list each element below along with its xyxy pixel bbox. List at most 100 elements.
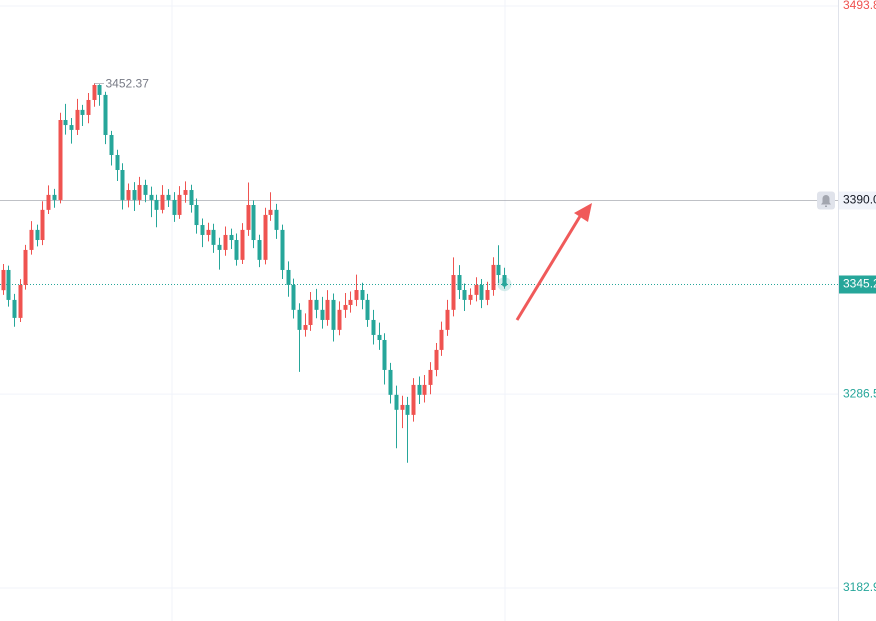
candle-body bbox=[200, 225, 205, 235]
candle-body bbox=[126, 190, 131, 200]
candle-body bbox=[400, 404, 405, 410]
candle-body bbox=[154, 199, 159, 210]
candle-body bbox=[234, 240, 239, 260]
candle-body bbox=[97, 84, 102, 95]
candle-body bbox=[206, 229, 211, 235]
candle-body bbox=[303, 325, 308, 330]
candle-body bbox=[422, 384, 427, 395]
candle-body bbox=[109, 134, 114, 156]
candle-body bbox=[382, 339, 387, 370]
candle-body bbox=[211, 229, 216, 245]
candle-body bbox=[428, 369, 433, 385]
candle-body bbox=[160, 194, 165, 210]
candle-body bbox=[149, 194, 154, 200]
price-axis: 3493.8 3286.5 3182.9 3390.0 3345.2 bbox=[817, 0, 876, 594]
candle-body bbox=[348, 299, 353, 305]
candle-body bbox=[291, 284, 296, 310]
candle-body bbox=[46, 194, 51, 210]
price-label: 3345.2 bbox=[843, 277, 876, 291]
candle-body bbox=[63, 120, 68, 126]
y-tick-label: 3493.8 bbox=[843, 0, 876, 12]
candle-body bbox=[331, 299, 336, 330]
candle-body bbox=[251, 205, 256, 241]
candle-body bbox=[502, 275, 507, 285]
candle-body bbox=[354, 289, 359, 300]
candle-body bbox=[132, 190, 137, 200]
candle-body bbox=[417, 384, 422, 395]
candle-body bbox=[491, 264, 496, 290]
candle-body bbox=[457, 275, 462, 290]
candle-body bbox=[75, 109, 80, 130]
arrow-shaft bbox=[515, 212, 584, 321]
price-label-box bbox=[839, 191, 876, 210]
candle-body bbox=[1, 269, 6, 291]
candle-body bbox=[143, 184, 148, 195]
candle-body bbox=[377, 334, 382, 340]
y-tick-label: 3182.9 bbox=[843, 580, 876, 594]
candle-body bbox=[115, 155, 120, 170]
candle-body bbox=[286, 269, 291, 285]
candle-body bbox=[23, 249, 28, 285]
plot-area: 3452.37 bbox=[0, 5, 838, 589]
candle-body bbox=[69, 125, 74, 130]
candle-body bbox=[103, 94, 108, 135]
candle-body bbox=[451, 275, 456, 310]
candle-body bbox=[6, 269, 11, 300]
candle-body bbox=[371, 319, 376, 335]
candle-body bbox=[29, 229, 34, 250]
candle-body bbox=[223, 234, 228, 250]
y-tick-label: 3286.5 bbox=[843, 386, 876, 400]
candle-body bbox=[240, 229, 245, 260]
candle-body bbox=[12, 299, 17, 318]
candle-body bbox=[388, 369, 393, 395]
candle-body bbox=[137, 184, 142, 200]
candle-body bbox=[189, 190, 194, 206]
candle-body bbox=[229, 234, 234, 241]
candle-body bbox=[360, 289, 365, 300]
candle-body bbox=[92, 84, 97, 100]
candle-body bbox=[18, 284, 23, 318]
candle-body bbox=[246, 205, 251, 230]
candle-body bbox=[496, 264, 501, 276]
candle-body bbox=[263, 214, 268, 260]
candle-body bbox=[343, 304, 348, 310]
candle-body bbox=[325, 299, 330, 320]
arrow-head bbox=[574, 203, 592, 222]
candle-body bbox=[80, 109, 85, 115]
last-price-dot bbox=[502, 281, 507, 287]
candle-body bbox=[194, 205, 199, 226]
candle-body bbox=[479, 284, 484, 300]
candle-body bbox=[468, 294, 473, 300]
candle-body bbox=[434, 349, 439, 370]
candle-body bbox=[177, 194, 182, 215]
candle-body bbox=[394, 394, 399, 410]
candle-body bbox=[166, 194, 171, 200]
candle-body bbox=[52, 194, 57, 200]
candle-body bbox=[474, 284, 479, 295]
candle-body bbox=[268, 209, 273, 215]
candle-body bbox=[485, 289, 490, 300]
candle-body bbox=[183, 190, 188, 195]
candle-body bbox=[172, 199, 177, 215]
candle-body bbox=[35, 229, 40, 241]
candle-body bbox=[365, 299, 370, 320]
candle-body bbox=[439, 329, 444, 350]
candle-body bbox=[86, 99, 91, 115]
price-label: 3390.0 bbox=[843, 193, 876, 207]
candle-body bbox=[58, 120, 63, 200]
candle-body bbox=[308, 299, 313, 326]
candle-body bbox=[280, 229, 285, 270]
candle-body bbox=[411, 384, 416, 415]
candle-body bbox=[40, 209, 45, 241]
candle-body bbox=[217, 244, 222, 250]
high-marker-label: 3452.37 bbox=[106, 77, 150, 91]
candle-body bbox=[314, 299, 319, 310]
candle-body bbox=[120, 169, 125, 200]
candle-body bbox=[445, 309, 450, 330]
price-label-box bbox=[839, 275, 876, 294]
candle-body bbox=[405, 404, 410, 415]
candle-body bbox=[462, 289, 467, 300]
candle-body bbox=[274, 209, 279, 230]
